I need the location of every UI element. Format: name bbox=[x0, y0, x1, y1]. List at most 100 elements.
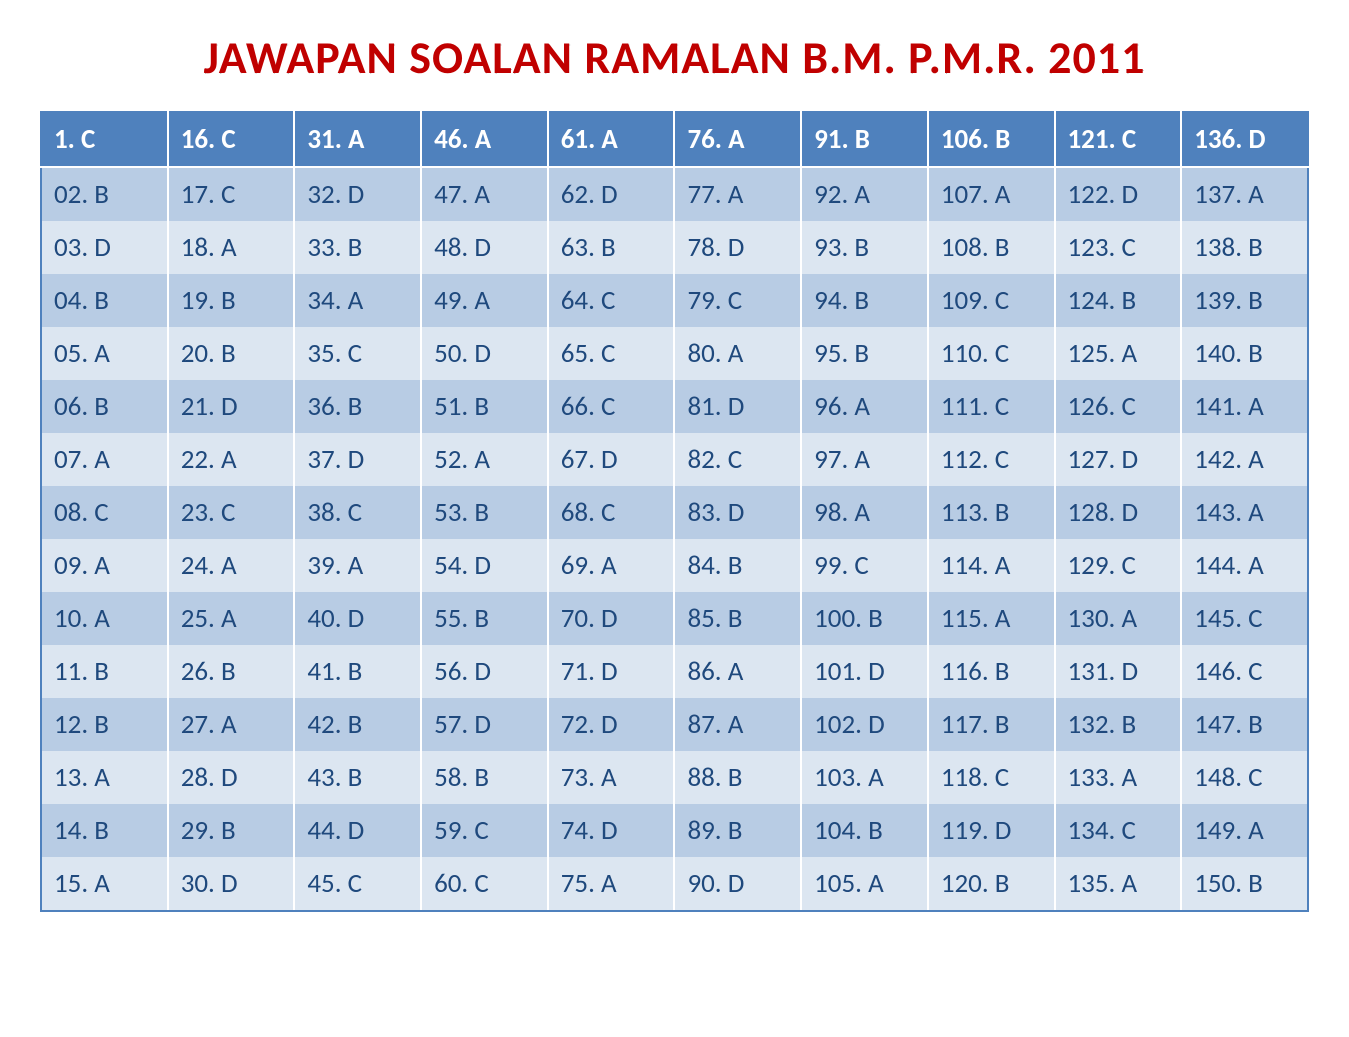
answer-cell: 98. A bbox=[801, 486, 928, 539]
answer-cell: 48. D bbox=[421, 221, 548, 274]
table-row: 14. B29. B44. D59. C74. D89. B104. B119.… bbox=[41, 804, 1308, 857]
answer-cell: 67. D bbox=[548, 433, 675, 486]
answer-cell: 52. A bbox=[421, 433, 548, 486]
answer-cell: 40. D bbox=[294, 592, 421, 645]
answer-cell: 118. C bbox=[928, 751, 1055, 804]
header-cell: 91. B bbox=[801, 112, 928, 167]
answer-cell: 20. B bbox=[168, 327, 295, 380]
answer-cell: 72. D bbox=[548, 698, 675, 751]
answer-cell: 85. B bbox=[674, 592, 801, 645]
header-cell: 106. B bbox=[928, 112, 1055, 167]
answer-cell: 19. B bbox=[168, 274, 295, 327]
answer-cell: 33. B bbox=[294, 221, 421, 274]
answer-cell: 05. A bbox=[41, 327, 168, 380]
answer-cell: 47. A bbox=[421, 167, 548, 221]
answer-cell: 146. C bbox=[1181, 645, 1308, 698]
answer-cell: 128. D bbox=[1055, 486, 1182, 539]
answer-cell: 110. C bbox=[928, 327, 1055, 380]
answer-cell: 32. D bbox=[294, 167, 421, 221]
answer-cell: 58. B bbox=[421, 751, 548, 804]
answer-cell: 102. D bbox=[801, 698, 928, 751]
answer-cell: 105. A bbox=[801, 857, 928, 911]
header-cell: 1. C bbox=[41, 112, 168, 167]
answer-cell: 07. A bbox=[41, 433, 168, 486]
answer-cell: 130. A bbox=[1055, 592, 1182, 645]
answer-cell: 133. A bbox=[1055, 751, 1182, 804]
answer-cell: 06. B bbox=[41, 380, 168, 433]
answer-cell: 119. D bbox=[928, 804, 1055, 857]
answer-cell: 30. D bbox=[168, 857, 295, 911]
answer-cell: 36. B bbox=[294, 380, 421, 433]
answer-cell: 137. A bbox=[1181, 167, 1308, 221]
answer-cell: 88. B bbox=[674, 751, 801, 804]
answer-cell: 49. A bbox=[421, 274, 548, 327]
answer-cell: 125. A bbox=[1055, 327, 1182, 380]
answer-cell: 134. C bbox=[1055, 804, 1182, 857]
answer-cell: 145. C bbox=[1181, 592, 1308, 645]
answer-cell: 60. C bbox=[421, 857, 548, 911]
answer-cell: 139. B bbox=[1181, 274, 1308, 327]
answer-cell: 117. B bbox=[928, 698, 1055, 751]
header-cell: 76. A bbox=[674, 112, 801, 167]
answer-cell: 108. B bbox=[928, 221, 1055, 274]
answer-cell: 83. D bbox=[674, 486, 801, 539]
answer-cell: 122. D bbox=[1055, 167, 1182, 221]
answer-cell: 135. A bbox=[1055, 857, 1182, 911]
answer-cell: 35. C bbox=[294, 327, 421, 380]
answer-cell: 100. B bbox=[801, 592, 928, 645]
table-row: 03. D18. A33. B48. D63. B78. D93. B108. … bbox=[41, 221, 1308, 274]
header-cell: 46. A bbox=[421, 112, 548, 167]
answer-cell: 57. D bbox=[421, 698, 548, 751]
table-row: 15. A30. D45. C60. C75. A90. D105. A120.… bbox=[41, 857, 1308, 911]
table-row: 07. A22. A37. D52. A67. D82. C97. A112. … bbox=[41, 433, 1308, 486]
answer-cell: 51. B bbox=[421, 380, 548, 433]
answer-cell: 101. D bbox=[801, 645, 928, 698]
answer-cell: 74. D bbox=[548, 804, 675, 857]
answer-cell: 87. A bbox=[674, 698, 801, 751]
answer-cell: 26. B bbox=[168, 645, 295, 698]
answer-cell: 147. B bbox=[1181, 698, 1308, 751]
answer-cell: 21. D bbox=[168, 380, 295, 433]
answer-cell: 09. A bbox=[41, 539, 168, 592]
page-container: JAWAPAN SOALAN RAMALAN B.M. P.M.R. 2011 … bbox=[0, 0, 1349, 932]
answer-cell: 126. C bbox=[1055, 380, 1182, 433]
answer-cell: 70. D bbox=[548, 592, 675, 645]
answer-cell: 22. A bbox=[168, 433, 295, 486]
answer-cell: 150. B bbox=[1181, 857, 1308, 911]
table-row: 09. A24. A39. A54. D69. A84. B99. C114. … bbox=[41, 539, 1308, 592]
answer-cell: 89. B bbox=[674, 804, 801, 857]
answer-cell: 50. D bbox=[421, 327, 548, 380]
answer-cell: 120. B bbox=[928, 857, 1055, 911]
answer-cell: 71. D bbox=[548, 645, 675, 698]
answer-cell: 17. C bbox=[168, 167, 295, 221]
answer-cell: 39. A bbox=[294, 539, 421, 592]
table-row: 10. A25. A40. D55. B70. D85. B100. B115.… bbox=[41, 592, 1308, 645]
answer-cell: 65. C bbox=[548, 327, 675, 380]
answer-cell: 124. B bbox=[1055, 274, 1182, 327]
answer-cell: 11. B bbox=[41, 645, 168, 698]
answer-cell: 95. B bbox=[801, 327, 928, 380]
table-row: 05. A20. B35. C50. D65. C80. A95. B110. … bbox=[41, 327, 1308, 380]
header-cell: 136. D bbox=[1181, 112, 1308, 167]
header-cell: 61. A bbox=[548, 112, 675, 167]
answer-cell: 23. C bbox=[168, 486, 295, 539]
table-row: 12. B27. A42. B57. D72. D87. A102. D117.… bbox=[41, 698, 1308, 751]
answer-cell: 138. B bbox=[1181, 221, 1308, 274]
page-title: JAWAPAN SOALAN RAMALAN B.M. P.M.R. 2011 bbox=[40, 30, 1309, 86]
answer-cell: 77. A bbox=[674, 167, 801, 221]
answer-cell: 03. D bbox=[41, 221, 168, 274]
table-body: 02. B17. C32. D47. A62. D77. A92. A107. … bbox=[41, 167, 1308, 911]
answer-cell: 12. B bbox=[41, 698, 168, 751]
answer-cell: 69. A bbox=[548, 539, 675, 592]
answer-cell: 63. B bbox=[548, 221, 675, 274]
answer-cell: 123. C bbox=[1055, 221, 1182, 274]
answer-cell: 78. D bbox=[674, 221, 801, 274]
answer-cell: 92. A bbox=[801, 167, 928, 221]
answer-cell: 43. B bbox=[294, 751, 421, 804]
answer-cell: 116. B bbox=[928, 645, 1055, 698]
answer-cell: 02. B bbox=[41, 167, 168, 221]
answer-cell: 81. D bbox=[674, 380, 801, 433]
answer-cell: 59. C bbox=[421, 804, 548, 857]
answer-cell: 04. B bbox=[41, 274, 168, 327]
answer-key-table: 1. C 16. C 31. A 46. A 61. A 76. A 91. B… bbox=[40, 111, 1309, 912]
